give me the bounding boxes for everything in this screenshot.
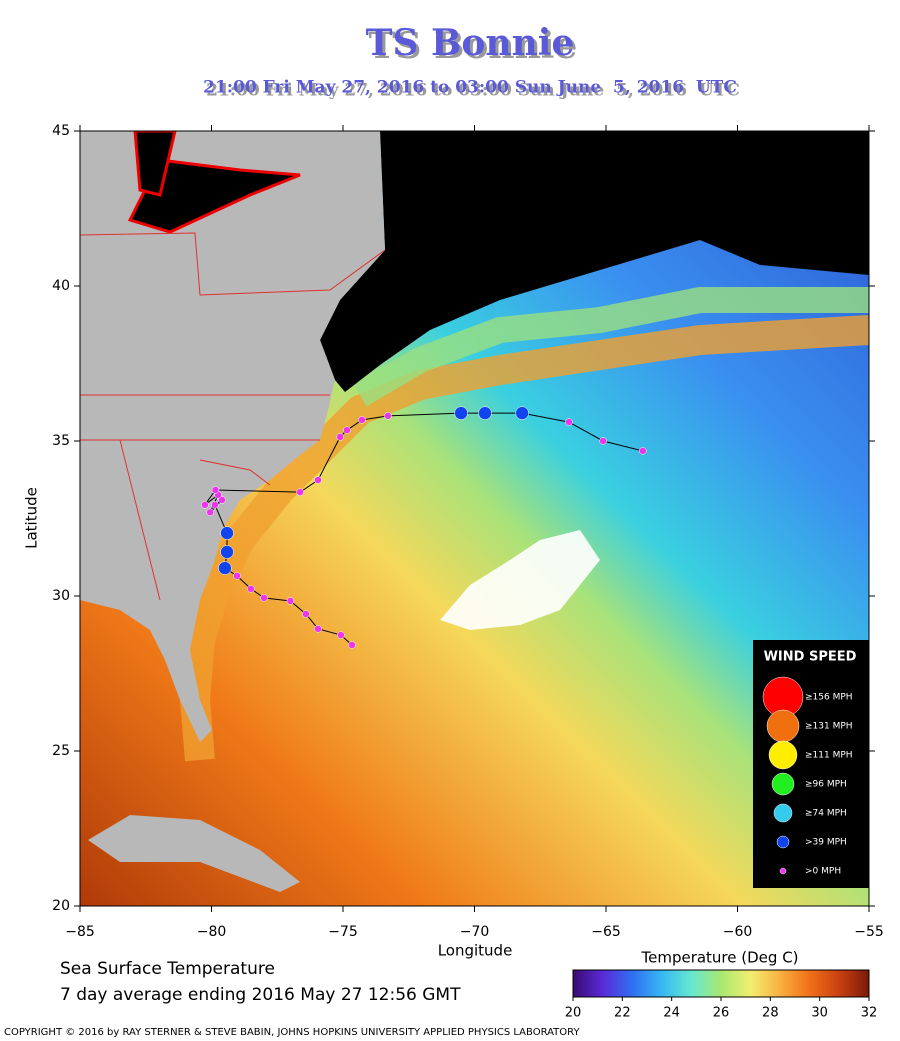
colorbar-tick-label: 32 xyxy=(861,1006,878,1021)
track-point xyxy=(296,488,304,496)
track-point xyxy=(260,594,268,602)
legend-box xyxy=(753,640,869,888)
colorbar-tick-label: 26 xyxy=(713,1006,730,1021)
track-point xyxy=(206,508,214,517)
y-tick-label: 30 xyxy=(52,588,70,604)
legend-swatch xyxy=(773,803,793,823)
legend-label: >39 MPH xyxy=(805,838,847,848)
track-point xyxy=(515,406,529,420)
track-point xyxy=(314,625,322,633)
track-point xyxy=(337,631,345,639)
colorbar-tick-label: 30 xyxy=(811,1006,828,1021)
track-point xyxy=(218,496,226,504)
x-tick-label: −60 xyxy=(723,924,753,940)
y-tick-label: 35 xyxy=(52,433,70,449)
caption: 7 day average ending 2016 May 27 12:56 G… xyxy=(60,985,461,1005)
track-point xyxy=(218,561,232,575)
legend-label: ≥156 MPH xyxy=(805,693,853,703)
x-tick-label: −65 xyxy=(591,924,621,940)
track-point xyxy=(314,476,322,484)
track-point xyxy=(565,418,573,426)
track-point xyxy=(302,610,310,618)
legend-label: >0 MPH xyxy=(805,867,841,877)
legend-label: ≥111 MPH xyxy=(805,751,853,761)
colorbar-tick-label: 20 xyxy=(565,1006,582,1021)
colorbar-tick-label: 22 xyxy=(614,1006,631,1021)
track-point xyxy=(478,406,492,420)
subtitle: 21:00 Fri May 27, 2016 to 03:00 Sun June… xyxy=(203,78,737,98)
y-tick-label: 45 xyxy=(52,123,70,139)
y-tick-label: 20 xyxy=(52,898,70,914)
colorbar-tick-label: 28 xyxy=(762,1006,779,1021)
track-point xyxy=(220,526,234,540)
track-point xyxy=(220,545,234,559)
title: TS Bonnie xyxy=(366,22,575,64)
x-tick-label: −75 xyxy=(328,924,358,940)
map-background xyxy=(80,131,869,906)
legend-label: ≥131 MPH xyxy=(805,722,853,732)
track-point xyxy=(211,486,220,494)
track-point xyxy=(343,426,351,434)
caption: Sea Surface Temperature xyxy=(60,959,275,979)
legend-title: WIND SPEED xyxy=(764,650,857,665)
track-point xyxy=(233,572,241,580)
track-point xyxy=(211,501,219,509)
legend-swatch xyxy=(776,835,790,849)
track-point xyxy=(454,406,468,420)
x-tick-label: −55 xyxy=(854,924,884,940)
track-point xyxy=(286,597,295,605)
legend-swatch xyxy=(766,709,800,743)
legend-label: ≥74 MPH xyxy=(805,809,847,819)
copyright: COPYRIGHT © 2016 by RAY STERNER & STEVE … xyxy=(4,1027,580,1038)
x-tick-label: −85 xyxy=(65,924,95,940)
legend-swatch xyxy=(779,867,787,875)
y-tick-label: 40 xyxy=(52,278,70,294)
track-point xyxy=(384,412,392,420)
track-point xyxy=(201,501,209,509)
colorbar-tick-label: 24 xyxy=(663,1006,680,1021)
track-point xyxy=(336,433,344,441)
track-point xyxy=(358,416,366,424)
x-axis-label: Longitude xyxy=(438,942,513,960)
track-point xyxy=(599,437,607,445)
track-point xyxy=(348,641,356,649)
x-tick-label: −80 xyxy=(197,924,227,940)
track-point xyxy=(247,585,255,593)
legend-swatch xyxy=(768,740,798,770)
legend-swatch xyxy=(771,772,795,796)
y-axis-label: Latitude xyxy=(23,487,41,549)
legend-label: ≥96 MPH xyxy=(805,780,847,790)
colorbar xyxy=(572,969,870,998)
x-tick-label: −70 xyxy=(460,924,490,940)
y-tick-label: 25 xyxy=(52,743,70,759)
track-point xyxy=(639,447,647,455)
colorbar-label: Temperature (Deg C) xyxy=(640,949,798,967)
